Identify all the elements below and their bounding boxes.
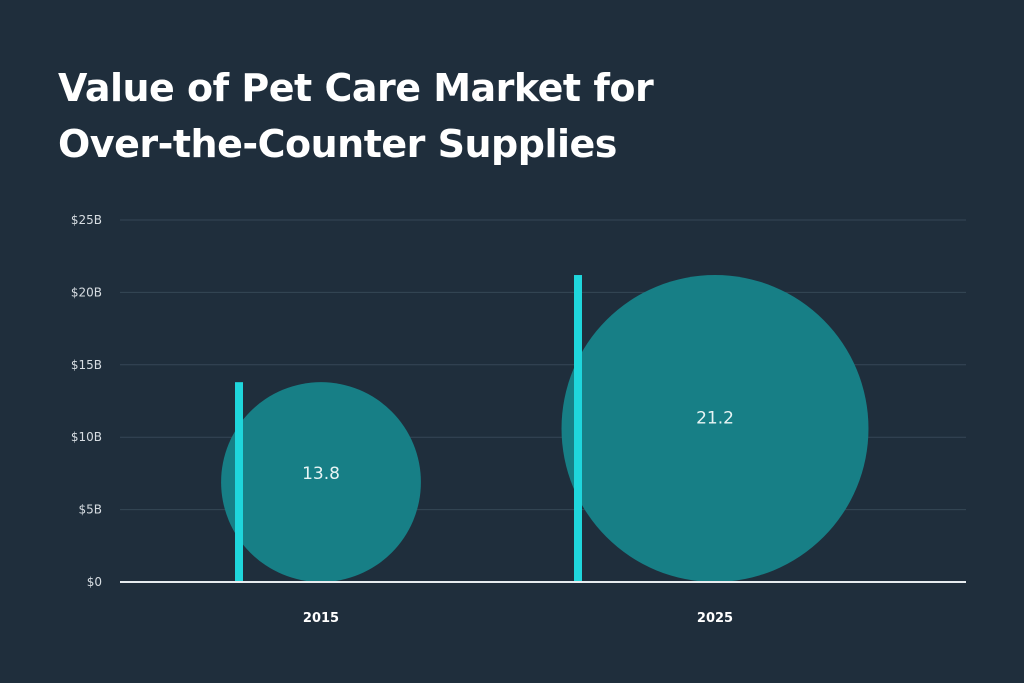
y-tick-label: $10B [71,430,102,444]
bar-2025 [574,275,582,582]
bar-2015 [235,382,243,582]
y-tick-label: $25B [71,213,102,227]
chart-title-line-2: Over-the-Counter Supplies [58,122,617,166]
x-tick-label-2015: 2015 [303,611,339,626]
chart-title-line-1: Value of Pet Care Market for [58,66,654,110]
data-label-2025: 21.2 [696,409,734,429]
y-tick-label: $0 [87,575,102,589]
y-tick-label: $15B [71,358,102,372]
bubble-2015 [221,382,421,582]
x-tick-label-2025: 2025 [697,611,733,626]
chart-title: Value of Pet Care Market for Over-the-Co… [58,60,958,172]
bubble-2025 [561,275,869,582]
data-label-2015: 13.8 [302,464,340,484]
y-tick-label: $5B [78,503,102,517]
y-tick-label: $20B [71,285,102,299]
